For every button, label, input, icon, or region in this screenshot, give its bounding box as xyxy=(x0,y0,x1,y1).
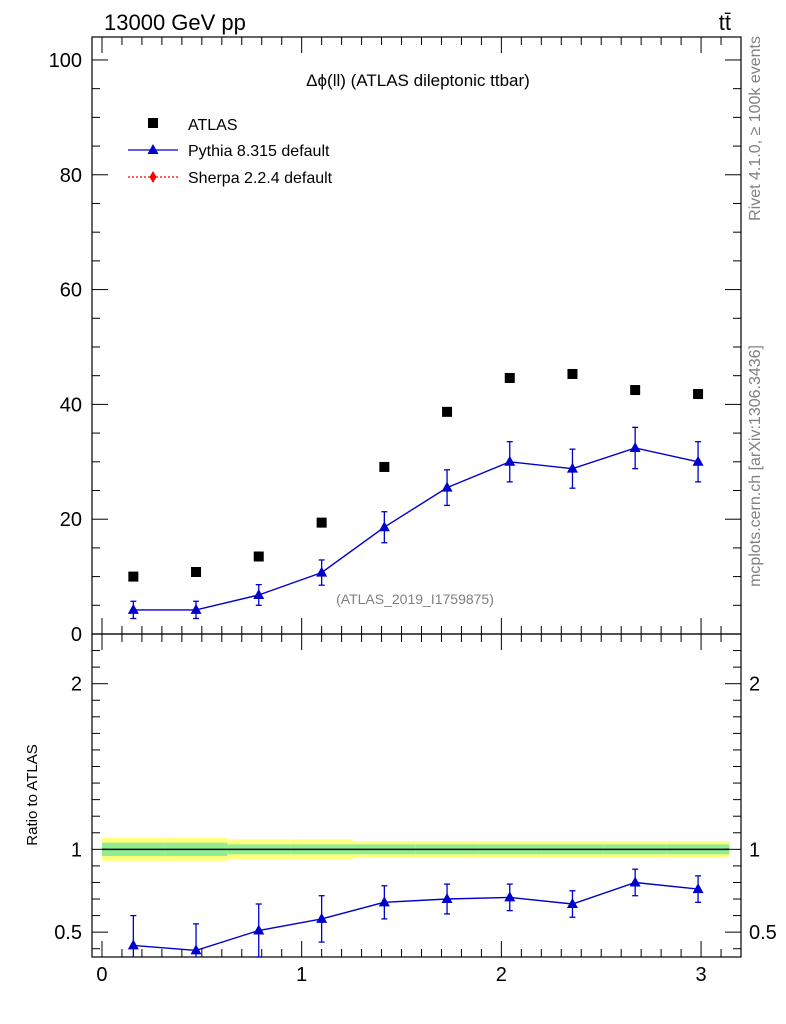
ratio-pythia-point xyxy=(127,939,139,950)
atlas-point xyxy=(128,571,139,582)
legend-pythia-marker xyxy=(147,144,159,154)
ratio-ytick-label-right: 2 xyxy=(749,674,760,696)
ratio-plot-frame: 0.5 0.5 1 1 2 2 0 1 2 3 xyxy=(54,633,777,986)
legend-atlas-marker xyxy=(148,118,158,128)
main-ytick-label: 40 xyxy=(60,394,82,416)
ratio-ytick-label: 0.5 xyxy=(54,922,82,944)
rivet-label: Rivet 4.1.0, ≥ 100k events xyxy=(747,36,764,221)
pythia-point xyxy=(190,603,202,614)
atlas-point xyxy=(442,406,453,417)
pythia-point xyxy=(504,455,516,466)
ratio-ylabel: Ratio to ATLAS xyxy=(24,744,41,845)
atlas-point xyxy=(504,372,515,383)
legend-sherpa-label: Sherpa 2.2.4 default xyxy=(188,170,333,187)
ratio-pythia-point xyxy=(692,883,704,894)
ratio-pythia-point xyxy=(316,912,328,923)
ratio-plot-data xyxy=(127,868,704,958)
atlas-point xyxy=(567,368,578,379)
main-ytick-label: 100 xyxy=(49,50,82,72)
pythia-point xyxy=(378,521,390,532)
plot-title: Δϕ(ll) (ATLAS dileptonic ttbar) xyxy=(306,71,530,90)
pythia-point xyxy=(692,455,704,466)
xtick-label: 0 xyxy=(96,964,107,986)
main-ytick-label: 60 xyxy=(60,280,82,302)
main-plot-frame: 0 20 40 60 80 100 xyxy=(49,36,742,646)
atlas-point xyxy=(630,385,641,396)
legend: ATLAS Pythia 8.315 default Sherpa 2.2.4 … xyxy=(128,117,333,187)
atlas-point xyxy=(316,517,327,528)
ratio-frame-box xyxy=(91,633,742,958)
pythia-point xyxy=(253,588,265,599)
ratio-pythia-point xyxy=(190,944,202,955)
energy-label: 13000 GeV pp xyxy=(104,10,246,35)
ratio-pythia-point xyxy=(504,891,516,902)
main-ytick-label: 0 xyxy=(71,624,82,646)
ratio-pythia-point xyxy=(253,924,265,935)
ratio-ytick-label-right: 0.5 xyxy=(749,922,777,944)
pythia-line xyxy=(133,447,699,611)
ratio-pythia-point xyxy=(378,896,390,907)
atlas-point xyxy=(379,461,390,472)
ratio-pythia-point xyxy=(629,876,641,887)
analysis-id-label: (ATLAS_2019_I1759875) xyxy=(336,591,494,607)
ratio-ytick-label-right: 1 xyxy=(749,839,760,861)
atlas-point xyxy=(253,551,264,562)
ratio-ytick-label: 1 xyxy=(71,839,82,861)
atlas-point xyxy=(191,567,202,578)
atlas-point xyxy=(693,389,704,400)
pythia-point xyxy=(566,462,578,473)
main-plot-data xyxy=(127,368,704,620)
pythia-point xyxy=(316,566,328,577)
ratio-pythia-line xyxy=(133,881,699,952)
ratio-ytick-label: 2 xyxy=(71,674,82,696)
source-label: mcplots.cern.ch [arXiv:1306.3436] xyxy=(747,345,764,587)
pythia-point xyxy=(441,481,453,492)
legend-sherpa-marker xyxy=(149,171,157,183)
xtick-label: 2 xyxy=(496,964,507,986)
pythia-point xyxy=(127,603,139,614)
legend-pythia-label: Pythia 8.315 default xyxy=(188,143,330,160)
process-label: tt̄ xyxy=(719,10,731,35)
main-ytick-label: 20 xyxy=(60,509,82,531)
legend-atlas-label: ATLAS xyxy=(188,117,238,134)
ratio-uncertainty-bands xyxy=(101,837,730,861)
main-ytick-label: 80 xyxy=(60,165,82,187)
pythia-point xyxy=(629,442,641,453)
ratio-pythia-point xyxy=(441,893,453,904)
ratio-pythia-point xyxy=(566,897,578,908)
xtick-label: 3 xyxy=(695,964,706,986)
xtick-label: 1 xyxy=(296,964,307,986)
